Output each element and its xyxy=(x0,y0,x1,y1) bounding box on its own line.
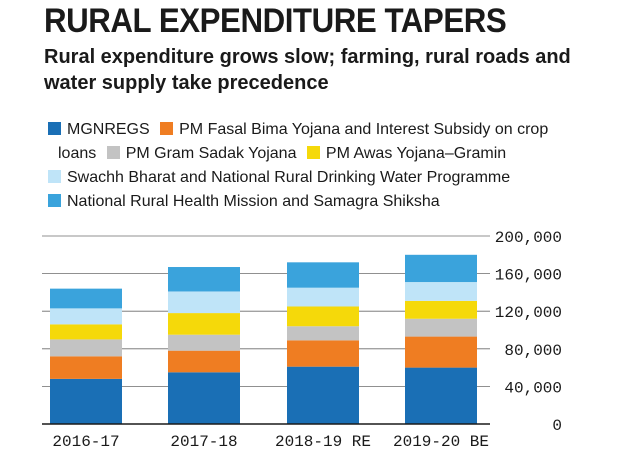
legend-item-fasal-bima: PM Fasal Bima Yojana and Interest Subsid… xyxy=(160,118,548,142)
bar-segment xyxy=(287,326,359,341)
legend-swatch xyxy=(106,146,120,159)
legend-label: PM Fasal Bima Yojana and Interest Subsid… xyxy=(179,121,549,138)
x-category-label: 2019-20 BE xyxy=(393,433,489,451)
legend-swatch xyxy=(306,146,320,159)
legend-swatch xyxy=(48,170,61,183)
y-tick-label: 120,000 xyxy=(495,304,562,322)
legend-row: loans PM Gram Sadak Yojana PM Awas Yojan… xyxy=(48,142,608,166)
legend-swatch xyxy=(48,194,61,207)
bar-segment xyxy=(287,262,359,288)
legend-row: MGNREGS PM Fasal Bima Yojana and Interes… xyxy=(48,118,608,142)
bar-segment xyxy=(405,254,477,283)
bar-segment xyxy=(168,350,240,373)
bar-segment xyxy=(50,308,122,325)
bar-segment xyxy=(405,318,477,337)
bar-segment xyxy=(50,288,122,309)
legend-item-health-mission: National Rural Health Mission and Samagr… xyxy=(48,190,440,214)
bar-segment xyxy=(287,340,359,367)
bar-segment xyxy=(50,339,122,357)
bar-segment xyxy=(50,378,122,424)
legend-swatch xyxy=(160,122,174,135)
bar-segment xyxy=(405,300,477,319)
bar-segment xyxy=(405,336,477,368)
bar-segment xyxy=(168,267,240,292)
legend-label: Swachh Bharat and National Rural Drinkin… xyxy=(67,169,511,186)
x-category-label: 2018-19 RE xyxy=(275,433,371,451)
legend-row: Swachh Bharat and National Rural Drinkin… xyxy=(48,166,608,190)
legend-label: MGNREGS xyxy=(67,121,150,138)
x-category-label: 2016-17 xyxy=(52,433,119,451)
bar-segment xyxy=(405,282,477,301)
y-tick-label: 40,000 xyxy=(504,379,562,397)
x-category-label: 2017-18 xyxy=(170,433,237,451)
legend-item-awas-yojana: PM Awas Yojana–Gramin xyxy=(306,142,507,166)
bar-segment xyxy=(287,366,359,424)
chart-title: RURAL EXPENDITURE TAPERS xyxy=(44,2,507,40)
legend-label: National Rural Health Mission and Samagr… xyxy=(67,193,440,210)
y-tick-label: 0 xyxy=(552,417,562,435)
y-tick-label: 80,000 xyxy=(504,342,562,360)
legend-item-gram-sadak: PM Gram Sadak Yojana xyxy=(106,142,297,166)
legend-label: PM Awas Yojana–Gramin xyxy=(325,145,507,162)
legend-label: loans xyxy=(58,145,97,162)
bar-segment xyxy=(405,367,477,424)
bar-segment xyxy=(287,287,359,307)
chart-subtitle: Rural expenditure grows slow; farming, r… xyxy=(44,46,571,94)
y-tick-label: 160,000 xyxy=(495,267,562,285)
bar-segment xyxy=(168,334,240,351)
legend-item-mgnregs: MGNREGS xyxy=(48,118,150,142)
legend-swatch xyxy=(48,122,61,135)
bar-segment xyxy=(287,306,359,327)
y-tick-label: 200,000 xyxy=(495,229,562,247)
bar-segment xyxy=(168,313,240,335)
legend: MGNREGS PM Fasal Bima Yojana and Interes… xyxy=(48,118,608,214)
bar-segment xyxy=(50,324,122,340)
legend-label: PM Gram Sadak Yojana xyxy=(125,145,297,162)
bar-segment xyxy=(168,372,240,424)
legend-row: National Rural Health Mission and Samagr… xyxy=(48,190,608,214)
legend-item-swachh-bharat: Swachh Bharat and National Rural Drinkin… xyxy=(48,166,510,190)
bar-segment xyxy=(50,356,122,379)
bar-segment xyxy=(168,291,240,314)
legend-item-continuation: loans xyxy=(58,142,96,166)
